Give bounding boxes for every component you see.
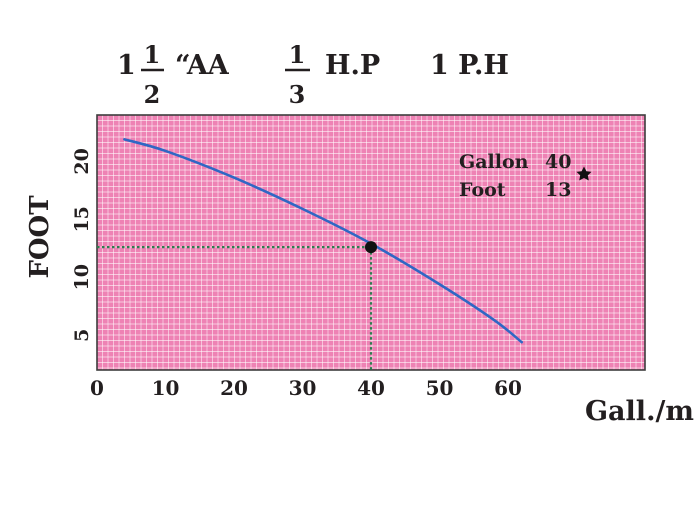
y-axis-title: FOOT (25, 195, 55, 279)
x-tick-label: 0 (90, 376, 104, 400)
plot-frame (96, 114, 646, 371)
y-tick-label: 10 (71, 264, 93, 290)
operating-point (365, 241, 377, 254)
hp-denominator: 3 (289, 80, 306, 109)
plot-area (96, 114, 646, 371)
reference-lines (97, 246, 373, 370)
y-axis-ticks: 5 10 15 20 (71, 148, 93, 342)
hp-numerator: 1 (289, 40, 306, 69)
x-axis-title: Gall./m (585, 396, 694, 427)
y-tick-label: 5 (71, 329, 93, 342)
x-tick-label: 10 (152, 376, 180, 400)
annotation: Gallon 40 Foot 13 (459, 151, 592, 201)
header: 1 1 2 “AA 1 3 H.P 1 P.H (117, 40, 509, 109)
annotation-value-gallon: 40 (545, 151, 571, 173)
x-tick-label: 60 (494, 376, 522, 400)
annotation-value-foot: 13 (545, 179, 571, 201)
hp-suffix: H.P (325, 50, 380, 81)
size-numerator: 1 (144, 40, 161, 69)
phase-label: 1 P.H (430, 50, 509, 81)
x-axis-ticks: 0 10 20 30 40 50 60 (90, 376, 522, 400)
x-tick-label: 20 (220, 376, 248, 400)
star-icon (576, 166, 592, 181)
size-suffix: “AA (175, 50, 230, 81)
x-tick-label: 50 (426, 376, 454, 400)
series-line (123, 138, 523, 344)
x-tick-label: 30 (289, 376, 317, 400)
y-tick-label: 15 (71, 206, 93, 232)
size-denominator: 2 (144, 80, 161, 109)
annotation-label-gallon: Gallon (459, 151, 529, 173)
x-tick-label: 40 (357, 376, 385, 400)
annotation-label-foot: Foot (459, 179, 506, 201)
size-whole: 1 (117, 50, 136, 81)
y-tick-label: 20 (71, 148, 93, 174)
